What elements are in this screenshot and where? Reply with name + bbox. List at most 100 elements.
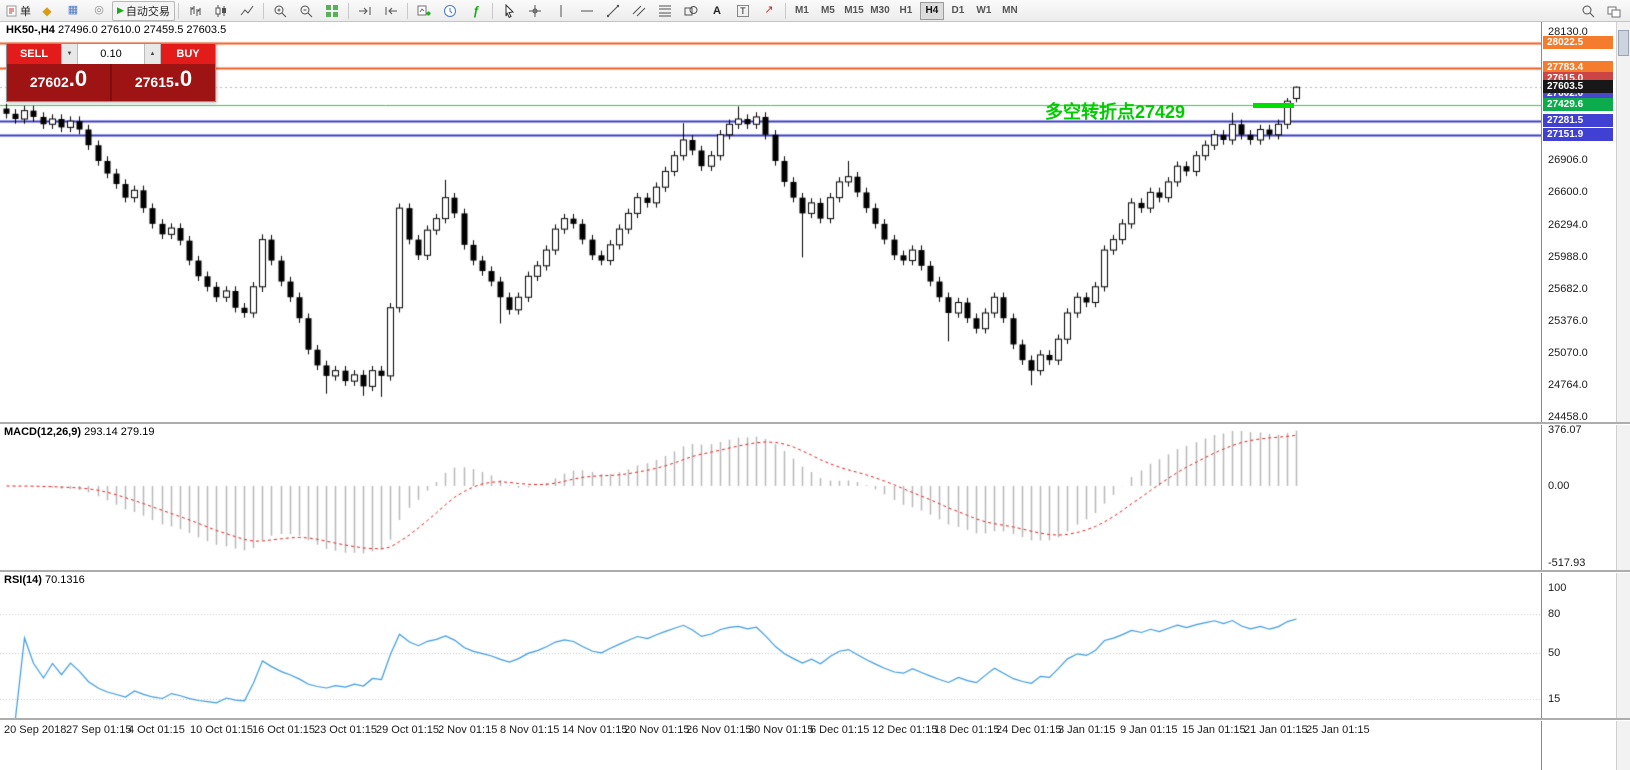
sell-button[interactable]: SELL — [7, 44, 61, 64]
pivot-highlight-segment[interactable] — [1253, 103, 1294, 108]
trendline-button[interactable] — [600, 1, 626, 21]
vertical-line-button[interactable] — [548, 1, 574, 21]
trade-widget-divider — [110, 64, 112, 101]
auto-trading-label: 自动交易 — [125, 5, 170, 18]
rsi-pane: RSI(14) 70.1316 — [0, 572, 1541, 718]
macd-axis-label: -517.93 — [1548, 557, 1586, 569]
windows-button[interactable] — [1601, 1, 1627, 21]
candle-chart-button[interactable] — [208, 1, 234, 21]
navigator-icon: ◎ — [94, 4, 104, 16]
pane-splitter[interactable] — [0, 570, 1630, 573]
arrow-tool-button[interactable]: ↗ — [756, 1, 782, 21]
zoom-out-button[interactable] — [293, 1, 319, 21]
bar-chart-button[interactable] — [182, 1, 208, 21]
timeframe-m15-button[interactable]: M15 — [844, 5, 864, 16]
chart-shift-button[interactable] — [378, 1, 404, 21]
timeframe-mn-button[interactable]: MN — [1002, 5, 1018, 16]
timeframe-d1-button[interactable]: D1 — [951, 5, 965, 16]
time-axis-label: 3 Jan 01:15 — [1058, 724, 1116, 736]
navigator-button[interactable]: ◎ — [86, 1, 112, 21]
time-axis-label: 4 Oct 01:15 — [128, 724, 185, 736]
data-window-button[interactable]: ▦ — [60, 1, 86, 21]
time-axis[interactable]: 20 Sep 2018 27 Sep 01:15 4 Oct 01:15 10 Oct… — [0, 718, 1541, 740]
time-axis-label: 6 Dec 01:15 — [810, 724, 870, 736]
volume-increase-button[interactable]: ▲ — [144, 44, 161, 64]
auto-scroll-icon — [358, 4, 372, 18]
zoom-in-button[interactable] — [267, 1, 293, 21]
chart-shift-icon — [384, 4, 398, 18]
price-tick-label: 26600.0 — [1548, 186, 1588, 198]
price-tick-label: 28130.0 — [1548, 26, 1588, 38]
toolbar-separator — [347, 2, 349, 19]
fibonacci-button[interactable] — [652, 1, 678, 21]
new-chart-button[interactable] — [411, 1, 437, 21]
crosshair-button[interactable] — [522, 1, 548, 21]
cursor-button[interactable] — [496, 1, 522, 21]
price-badge: 27281.5 — [1543, 114, 1613, 127]
shapes-icon — [684, 4, 698, 18]
timeframe-w1-button[interactable]: W1 — [976, 5, 992, 16]
line-chart-button[interactable] — [234, 1, 260, 21]
price-tick-label: 24458.0 — [1548, 411, 1588, 423]
rsi-name: RSI(14) — [4, 574, 42, 586]
indicators-button[interactable]: ƒ — [463, 1, 489, 21]
buy-button[interactable]: BUY — [161, 44, 215, 64]
scrollbar-thumb[interactable] — [1618, 30, 1629, 56]
timeframe-h1-button[interactable]: H1 — [899, 5, 913, 16]
tile-windows-button[interactable] — [319, 1, 345, 21]
volume-input[interactable] — [78, 44, 144, 64]
pane-splitter[interactable] — [0, 422, 1630, 425]
profiles-button[interactable] — [437, 1, 463, 21]
buy-price-frac: .0 — [173, 66, 193, 91]
arrow-tool-icon: ↗ — [764, 4, 774, 16]
horizontal-line-icon — [580, 4, 594, 18]
toolbar-separator — [784, 2, 786, 19]
price-chart-canvas[interactable] — [0, 22, 1541, 422]
price-axis[interactable]: 28130.0 26906.0 26600.0 26294.0 25988.0 25682… — [1541, 22, 1616, 770]
auto-trading-icon: ▶ — [117, 5, 124, 15]
time-axis-label: 10 Oct 01:15 — [190, 724, 253, 736]
time-axis-label: 18 Dec 01:15 — [934, 724, 1000, 736]
line-chart-icon — [240, 4, 254, 18]
text-button[interactable]: A — [704, 1, 730, 21]
pivot-annotation[interactable]: 多空转折点27429 — [1045, 102, 1186, 122]
auto-scroll-button[interactable] — [352, 1, 378, 21]
timeframe-h4-button[interactable]: H4 — [919, 1, 944, 20]
timeframe-m1-button[interactable]: M1 — [794, 5, 809, 16]
time-axis-label: 30 Nov 01:15 — [748, 724, 814, 736]
time-axis-label: 23 Oct 01:15 — [314, 724, 377, 736]
price-badge: 28022.5 — [1543, 36, 1613, 49]
toolbar-right-group — [1575, 1, 1627, 21]
shapes-button[interactable] — [678, 1, 704, 21]
vertical-scrollbar[interactable] — [1616, 22, 1630, 770]
tile-windows-icon — [325, 4, 339, 18]
buy-price[interactable]: 27615.0 — [112, 64, 215, 101]
rsi-chart-canvas[interactable] — [0, 572, 1541, 718]
price-badge: 27151.9 — [1543, 128, 1613, 141]
auto-trading-button[interactable]: ▶ 自动交易 — [112, 0, 175, 21]
pane-splitter[interactable] — [0, 718, 1630, 721]
rsi-value: 70.1316 — [44, 574, 85, 586]
price-tick-label: 24764.0 — [1548, 379, 1588, 391]
trendline-icon — [606, 4, 620, 18]
new-order-icon — [6, 5, 18, 17]
search-button[interactable] — [1575, 1, 1601, 21]
horizontal-line-button[interactable] — [574, 1, 600, 21]
timeframe-m5-button[interactable]: M5 — [820, 5, 835, 16]
time-axis-label: 29 Oct 01:15 — [376, 724, 439, 736]
volume-decrease-button[interactable]: ▼ — [61, 44, 78, 64]
timeframe-m30-button[interactable]: M30 — [870, 5, 890, 16]
toolbar-separator — [262, 2, 264, 19]
candle-chart-icon — [214, 4, 228, 18]
market-watch-button[interactable]: ◆ — [34, 1, 60, 21]
price-tick-label: 25682.0 — [1548, 283, 1588, 295]
sell-price[interactable]: 27602.0 — [7, 64, 110, 101]
text-label-button[interactable]: T — [730, 1, 756, 21]
channel-button[interactable] — [626, 1, 652, 21]
macd-values: 293.14 279.19 — [84, 426, 155, 438]
time-axis-label: 9 Jan 01:15 — [1120, 724, 1178, 736]
macd-chart-canvas[interactable] — [0, 424, 1541, 570]
macd-axis-label: 0.00 — [1548, 480, 1570, 492]
new-order-button[interactable]: 单 — [3, 1, 34, 21]
new-chart-icon — [417, 4, 431, 18]
